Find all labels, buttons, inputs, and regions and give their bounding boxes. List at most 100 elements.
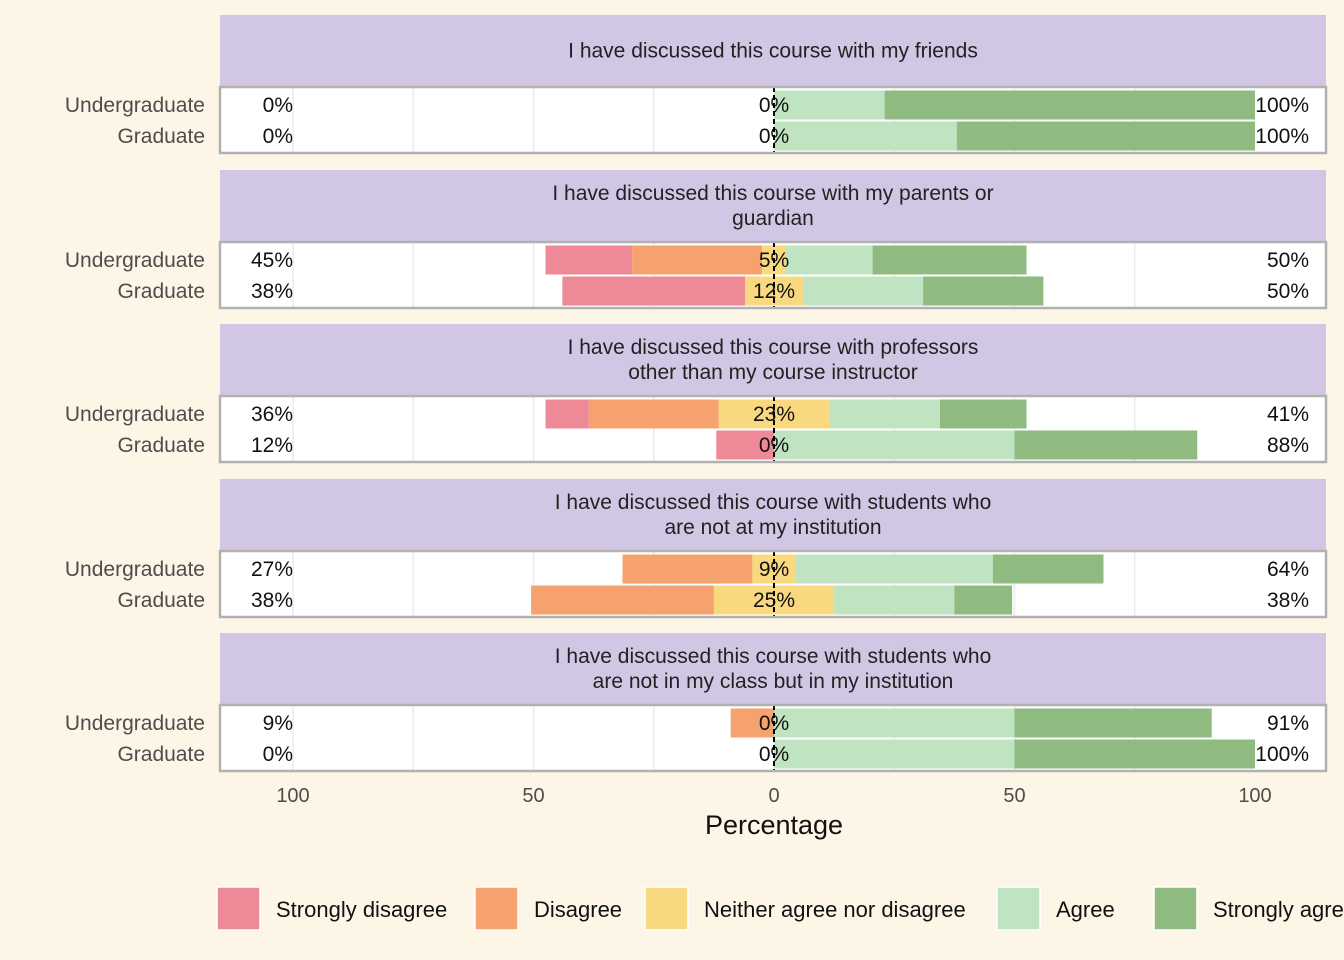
bar-strongly-agree xyxy=(1014,739,1255,769)
x-tick-label: 0 xyxy=(768,785,779,807)
legend-label: Strongly agree xyxy=(1213,897,1344,922)
left-percent-label: 12% xyxy=(251,434,293,457)
bar-strongly-agree xyxy=(956,121,1255,151)
bar-agree xyxy=(834,585,955,615)
panel-strip xyxy=(220,633,1326,704)
row-label: Graduate xyxy=(117,280,205,303)
bar-strongly-agree xyxy=(954,585,1013,615)
left-percent-label: 0% xyxy=(263,743,293,766)
bar-strongly-agree xyxy=(939,399,1027,429)
bar-disagree xyxy=(622,554,753,584)
bar-strongly-agree xyxy=(884,90,1255,120)
panel-border xyxy=(218,703,1328,773)
right-percent-label: 100% xyxy=(1255,125,1309,148)
panel-2: I have discussed this course with my par… xyxy=(65,170,1328,310)
left-percent-label: 0% xyxy=(263,125,293,148)
legend-label: Strongly disagree xyxy=(276,897,447,922)
panel-title: I have discussed this course with studen… xyxy=(555,645,992,668)
row-label: Graduate xyxy=(117,743,205,766)
bar-strongly-agree xyxy=(923,276,1044,306)
panel-title: I have discussed this course with profes… xyxy=(568,336,979,359)
panel-1: I have discussed this course with my fri… xyxy=(65,15,1328,155)
bar-strongly-disagree xyxy=(545,245,633,275)
x-axis-title: Percentage xyxy=(705,810,843,840)
panel-title: guardian xyxy=(732,207,814,230)
left-percent-label: 45% xyxy=(251,249,293,272)
right-percent-label: 91% xyxy=(1267,712,1309,735)
bar-strongly-agree xyxy=(1014,430,1198,460)
left-percent-label: 38% xyxy=(251,589,293,612)
panel-title: other than my course instructor xyxy=(628,361,917,384)
left-percent-label: 38% xyxy=(251,280,293,303)
legend-key xyxy=(996,886,1041,931)
bar-strongly-disagree xyxy=(562,276,746,306)
left-percent-label: 9% xyxy=(263,712,293,735)
legend-key xyxy=(474,886,519,931)
x-tick-label: 100 xyxy=(276,785,309,807)
legend-key xyxy=(1153,886,1198,931)
bar-agree xyxy=(786,245,873,275)
panel-title: I have discussed this course with studen… xyxy=(555,491,992,514)
row-label: Undergraduate xyxy=(65,403,205,426)
bar-agree xyxy=(802,276,924,306)
left-percent-label: 0% xyxy=(263,94,293,117)
panel-border xyxy=(218,394,1328,464)
row-label: Undergraduate xyxy=(65,712,205,735)
panel-border xyxy=(218,85,1328,155)
right-percent-label: 50% xyxy=(1267,249,1309,272)
x-tick-label: 50 xyxy=(522,785,544,807)
row-label: Graduate xyxy=(117,125,205,148)
bar-agree xyxy=(795,554,993,584)
right-percent-label: 38% xyxy=(1267,589,1309,612)
bar-agree xyxy=(774,90,885,120)
bar-strongly-disagree xyxy=(716,430,774,460)
bar-agree xyxy=(774,430,1015,460)
panel-strip xyxy=(220,170,1326,241)
row-label: Undergraduate xyxy=(65,249,205,272)
legend-key xyxy=(644,886,689,931)
panel-5: I have discussed this course with studen… xyxy=(65,633,1328,773)
bar-agree xyxy=(774,121,957,151)
panel-3: I have discussed this course with profes… xyxy=(65,324,1328,464)
left-percent-label: 36% xyxy=(251,403,293,426)
panel-title: are not at my institution xyxy=(664,516,881,539)
row-label: Graduate xyxy=(117,434,205,457)
legend-label: Agree xyxy=(1056,897,1115,922)
legend-label: Neither agree nor disagree xyxy=(704,897,966,922)
panel-title: I have discussed this course with my fri… xyxy=(568,40,978,63)
panel-border xyxy=(218,240,1328,310)
right-percent-label: 88% xyxy=(1267,434,1309,457)
x-tick-label: 100 xyxy=(1238,785,1271,807)
panel-strip xyxy=(220,479,1326,550)
row-label: Graduate xyxy=(117,589,205,612)
right-percent-label: 100% xyxy=(1255,743,1309,766)
panel-border xyxy=(218,549,1328,619)
bar-agree xyxy=(829,399,940,429)
right-percent-label: 100% xyxy=(1255,94,1309,117)
bar-disagree xyxy=(588,399,719,429)
bar-strongly-agree xyxy=(872,245,1027,275)
bar-disagree xyxy=(730,708,774,738)
panel-strip xyxy=(220,15,1326,86)
panel-4: I have discussed this course with studen… xyxy=(65,479,1328,619)
row-label: Undergraduate xyxy=(65,94,205,117)
bar-strongly-agree xyxy=(1014,708,1212,738)
panel-title: I have discussed this course with my par… xyxy=(552,182,993,205)
legend: Strongly disagree Disagree Neither agree n… xyxy=(216,886,1344,931)
row-label: Undergraduate xyxy=(65,558,205,581)
legend-key xyxy=(216,886,261,931)
right-percent-label: 50% xyxy=(1267,280,1309,303)
right-percent-label: 64% xyxy=(1267,558,1309,581)
bar-disagree xyxy=(632,245,762,275)
left-percent-label: 27% xyxy=(251,558,293,581)
bar-agree xyxy=(774,739,1015,769)
legend-label: Disagree xyxy=(534,897,622,922)
bar-strongly-disagree xyxy=(545,399,589,429)
right-percent-label: 41% xyxy=(1267,403,1309,426)
bar-strongly-agree xyxy=(992,554,1104,584)
panel-strip xyxy=(220,324,1326,395)
x-tick-label: 50 xyxy=(1003,785,1025,807)
panel-title: are not in my class but in my institutio… xyxy=(593,670,954,693)
bar-disagree xyxy=(531,585,714,615)
